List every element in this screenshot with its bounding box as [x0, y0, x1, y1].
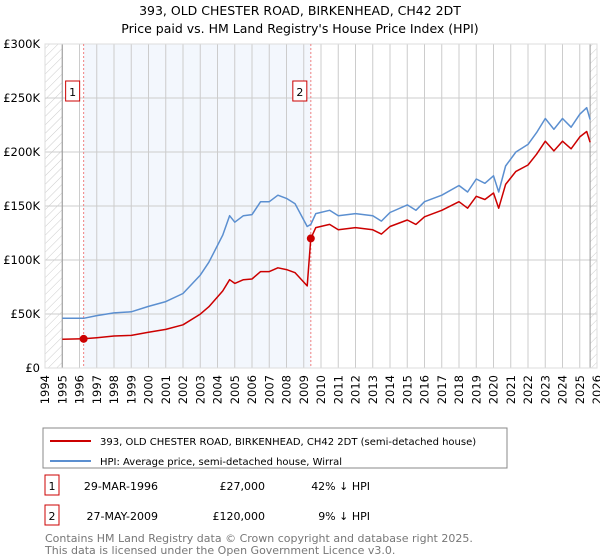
- x-tick-label: 2000: [142, 375, 156, 404]
- x-tick-label: 2016: [418, 375, 432, 404]
- chart-subtitle: Price paid vs. HM Land Registry's House …: [121, 21, 478, 36]
- x-tick-label: 2009: [297, 375, 311, 404]
- x-tick-label: 2013: [366, 375, 380, 404]
- x-tick-label: 2023: [538, 375, 552, 404]
- y-tick-label: £50K: [11, 307, 41, 321]
- x-tick-label: 2010: [314, 375, 328, 404]
- table-row: 1 29-MAR-1996 £27,000 42% ↓ HPI: [44, 474, 370, 496]
- x-tick-label: 2021: [504, 375, 518, 404]
- x-tick-label: 2018: [452, 375, 466, 404]
- sale-label-box: [65, 80, 81, 102]
- x-tick-label: 2019: [469, 375, 483, 404]
- legend-label-hpi: HPI: Average price, semi-detached house,…: [100, 457, 342, 468]
- x-tick-label: 1995: [55, 375, 69, 404]
- x-tick-label: 2005: [228, 375, 242, 404]
- sales-table: 1 29-MAR-1996 £27,000 42% ↓ HPI 2 27-MAY…: [44, 474, 370, 526]
- sale-label: 2: [296, 86, 303, 99]
- x-tick-label: 2004: [211, 375, 225, 404]
- sale-date: 29-MAR-1996: [84, 480, 158, 493]
- sale-marker-id: 1: [49, 480, 56, 493]
- x-tick-label: 2008: [280, 375, 294, 404]
- x-tick-label: 2024: [556, 375, 570, 404]
- y-tick-label: £150K: [3, 199, 40, 213]
- x-tick-label: 2022: [521, 375, 535, 404]
- x-tick-label: 2026: [590, 375, 600, 404]
- x-tick-label: 2003: [193, 375, 207, 404]
- x-tick-label: 2002: [176, 375, 190, 404]
- x-tick-label: 2011: [331, 375, 345, 404]
- x-tick-label: 2025: [573, 375, 587, 404]
- y-tick-label: £200K: [3, 145, 40, 159]
- x-tick-label: 2017: [435, 375, 449, 404]
- sale-label-box: [292, 80, 308, 102]
- plot-border: [44, 43, 598, 369]
- sale-price: £120,000: [213, 510, 266, 523]
- x-tick-label: 1999: [124, 375, 138, 404]
- sale-point: [79, 334, 88, 343]
- x-tick-label: 2001: [159, 375, 173, 404]
- x-tick-label: 2015: [400, 375, 414, 404]
- hpi-line: [62, 106, 591, 320]
- sale-label: 1: [69, 86, 76, 99]
- x-tick-label: 2012: [349, 375, 363, 404]
- legend: 393, OLD CHESTER ROAD, BIRKENHEAD, CH42 …: [42, 427, 508, 469]
- sale-hpi-diff: 9% ↓ HPI: [318, 510, 370, 523]
- x-tick-label: 1998: [107, 375, 121, 404]
- y-tick-label: £300K: [3, 37, 40, 51]
- x-tick-label: 1996: [73, 375, 87, 404]
- sale-price: £27,000: [220, 480, 266, 493]
- x-tick-label: 2007: [262, 375, 276, 404]
- footer-copyright: Contains HM Land Registry data © Crown c…: [45, 532, 473, 545]
- x-tick-label: 2020: [487, 375, 501, 404]
- x-tick-label: 2006: [245, 375, 259, 404]
- sale-date: 27-MAY-2009: [86, 510, 158, 523]
- sale-point: [306, 234, 315, 243]
- price-paid-line: [62, 130, 591, 340]
- y-tick-label: £0: [25, 361, 40, 375]
- legend-label-price: 393, OLD CHESTER ROAD, BIRKENHEAD, CH42 …: [100, 437, 476, 448]
- table-row: 2 27-MAY-2009 £120,000 9% ↓ HPI: [44, 504, 370, 526]
- chart-title: 393, OLD CHESTER ROAD, BIRKENHEAD, CH42 …: [139, 3, 461, 18]
- y-tick-label: £250K: [3, 91, 40, 105]
- sale-marker-id: 2: [49, 510, 56, 523]
- x-tick-label: 2014: [383, 375, 397, 404]
- y-tick-label: £100K: [3, 253, 40, 267]
- x-tick-label: 1994: [38, 375, 52, 404]
- footer-licence: This data is licensed under the Open Gov…: [44, 544, 395, 557]
- x-tick-label: 1997: [90, 375, 104, 404]
- sale-hpi-diff: 42% ↓ HPI: [311, 480, 370, 493]
